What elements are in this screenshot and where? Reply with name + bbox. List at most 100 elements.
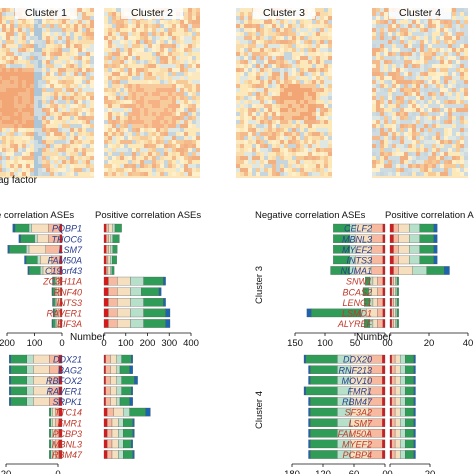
- right-upper-pos-4-seg-3: [412, 266, 427, 275]
- bar-panels: PQBP1THOC6LSM7FAM50AC19orf43ZC3H11ARNF40…: [0, 224, 473, 474]
- right-lower-pos-3-seg-2: [394, 386, 401, 396]
- right-lower-pos-7-seg-0: [389, 429, 392, 438]
- left-lower-pos-9-seg-5: [132, 450, 135, 459]
- right-lower-pos-8-seg-3: [400, 439, 406, 449]
- left-lower-pos-1-seg-0: [103, 365, 106, 374]
- left-lower-gene-5: TTC14: [54, 408, 82, 418]
- right-upper-pos-8-seg-4: [396, 308, 399, 318]
- right-lower-gene-8: MYEF2: [342, 440, 372, 450]
- right-upper-pos-7-seg-4: [396, 298, 399, 307]
- left-lower-neg-2-seg-3: [26, 376, 34, 385]
- left-upper-pos-7-seg-0: [103, 298, 109, 307]
- right-upper-neg-5-seg-2: [372, 276, 378, 286]
- right-upper-pos-1-seg-0: [389, 234, 394, 243]
- right-lower-neg-5-seg-5: [308, 407, 311, 417]
- left-lower-gene-8: MBNL3: [52, 440, 82, 450]
- right-upper-pos-9-seg-3: [395, 319, 398, 328]
- left-upper-pos-2-seg-3: [110, 245, 113, 254]
- right-upper-pos-0-seg-1: [393, 223, 399, 233]
- right-lower-pos-5-seg-2: [394, 407, 401, 417]
- left-upper-neg-1-seg-2: [37, 234, 49, 243]
- left-upper-gene-3: FAM50A: [48, 256, 82, 266]
- left-lower-pos-8-seg-2: [111, 439, 119, 449]
- left-lower-pos-7-seg-2: [111, 429, 119, 438]
- right-upper-pos-3-seg-2: [398, 255, 410, 265]
- right-lower-pos-5-seg-4: [405, 407, 414, 417]
- left-upper-pos-9-seg-1: [108, 319, 118, 328]
- right-upper: CELF2MBNL3MYEF2INTS3NUMA1SNW1BCAS2LENG1L…: [287, 224, 473, 349]
- right-lower-pos-8-seg-2: [394, 439, 401, 449]
- left-upper-gene-8: RAVER1: [46, 309, 82, 319]
- right-lower-pos-tick-0: 0: [387, 469, 392, 474]
- right-upper-neg-7-seg-1: [377, 298, 383, 307]
- right-upper-pos-4-seg-4: [426, 266, 445, 275]
- left-upper-gene-7: INTS3: [56, 298, 82, 308]
- left-upper-pos-4-seg-1: [106, 266, 109, 275]
- left-lower-neg-8-seg-4: [49, 439, 51, 449]
- right-upper-pos-1-seg-2: [398, 234, 410, 243]
- left-lower-neg-4-seg-2: [33, 397, 50, 406]
- right-upper-pos-tick-1: 20: [424, 338, 435, 349]
- right-upper-neg-tick-0: 150: [287, 338, 303, 349]
- right-upper-neg-8-seg-1: [377, 308, 383, 318]
- left-lower-pos-9-seg-0: [103, 450, 108, 459]
- left-lower-pos-0-seg-0: [103, 354, 106, 364]
- left-lower-neg-6-seg-4: [49, 418, 51, 427]
- left-lower-pos-4-seg-5: [129, 397, 133, 406]
- left-lower-pos-3-seg-3: [116, 386, 122, 396]
- left-lower-pos-1-seg-5: [129, 365, 133, 374]
- right-upper-gene-9: ALYREF: [337, 319, 373, 329]
- right-pos-header: Positive correlation ASI: [385, 210, 474, 221]
- left-upper-pos-4-seg-2: [107, 266, 111, 275]
- left-upper-gene-5: ZC3H11A: [42, 277, 82, 287]
- right-upper-neg-5-seg-4: [365, 276, 370, 286]
- left-upper-pos-5-seg-0: [103, 276, 109, 286]
- left-upper-pos-0-seg-0: [103, 223, 107, 233]
- right-upper-pos-5-seg-3: [395, 276, 398, 286]
- right-lower-neg-tick-3: 0: [382, 469, 387, 474]
- right-lower-neg-7-seg-4: [310, 429, 338, 438]
- heatmap-title-1: Cluster 1: [25, 7, 67, 19]
- right-lower-neg-9-seg-5: [308, 450, 311, 459]
- right-upper-neg-0-seg-0: [382, 223, 386, 233]
- right-lower-pos-6-seg-1: [391, 418, 396, 427]
- left-upper-pos-9-seg-3: [130, 319, 144, 328]
- right-lower-pos-5-seg-1: [391, 407, 396, 417]
- left-lower-pos-5-seg-1: [107, 407, 114, 417]
- left-lower-pos-6-seg-4: [123, 418, 133, 427]
- right-upper-pos-9-seg-1: [391, 319, 394, 328]
- right-lower-neg-2-seg-5: [308, 376, 311, 385]
- left-lower: DDX21BAG2RBFOX2RAVER1SRPK1TTC14FMR1PCBP3…: [1, 355, 151, 474]
- right-upper-pos-0-seg-5: [433, 223, 438, 233]
- right-upper-neg-tick-1: 100: [317, 338, 333, 349]
- left-lower-gene-0: DDX21: [53, 355, 82, 365]
- right-upper-gene-3: INTS3: [346, 256, 372, 266]
- left-lower-pos-1-seg-4: [119, 365, 130, 374]
- left-lower-pos-3-seg-4: [121, 386, 132, 396]
- right-upper-pos-4-seg-0: [389, 266, 394, 275]
- right-lower-neg-4-seg-5: [308, 397, 311, 406]
- heatmap-1: Cluster 1: [0, 6, 94, 178]
- left-lower-pos-2-seg-5: [134, 376, 138, 385]
- left-upper-neg-1-seg-4: [20, 234, 35, 243]
- right-upper-neg-4-seg-4: [330, 266, 350, 275]
- left-lower-pos-1-seg-3: [116, 365, 121, 374]
- right-lower-pos-4-seg-1: [391, 397, 396, 406]
- left-pos-header: Positive correlation ASEs: [95, 210, 201, 221]
- left-upper-pos-7-seg-1: [108, 298, 118, 307]
- left-upper-neg-4-seg-5: [27, 266, 30, 275]
- left-lower-pos-8-seg-0: [103, 439, 108, 449]
- right-lower-pos-1-seg-5: [413, 365, 416, 374]
- left-upper-pos-9-seg-2: [117, 319, 131, 328]
- left-lower-pos-7-seg-5: [132, 429, 135, 438]
- left-upper-pos-3-seg-0: [103, 255, 107, 265]
- right-lower-neg-tick-1: 120: [315, 469, 331, 474]
- right-lower-neg-tick-2: 60: [349, 469, 360, 474]
- right-lower-pos-3-seg-3: [400, 386, 406, 396]
- right-lower-pos-2-seg-0: [389, 376, 392, 385]
- right-upper-pos-2-seg-5: [433, 245, 438, 254]
- left-lower-pos-3-seg-5: [131, 386, 133, 396]
- right-upper-neg-6-seg-2: [371, 287, 378, 296]
- left-upper-pos-3-seg-1: [106, 255, 109, 265]
- left-upper-neg-5-seg-5: [52, 276, 54, 286]
